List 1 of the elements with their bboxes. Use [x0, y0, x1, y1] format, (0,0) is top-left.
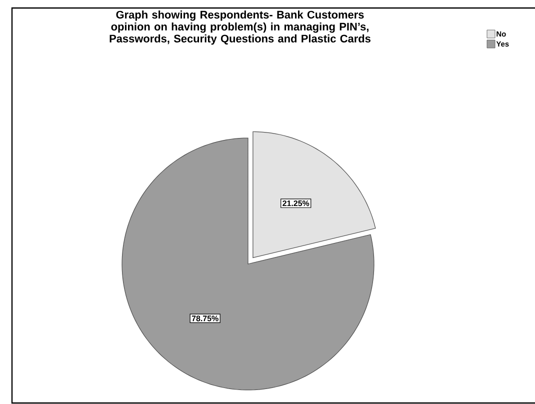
chart-title: Graph showing Respondents- Bank Customers opinion on having problem(s) in managing PIN’s, Passwords, Security Questions and Plastic Cards	[110, 10, 370, 45]
